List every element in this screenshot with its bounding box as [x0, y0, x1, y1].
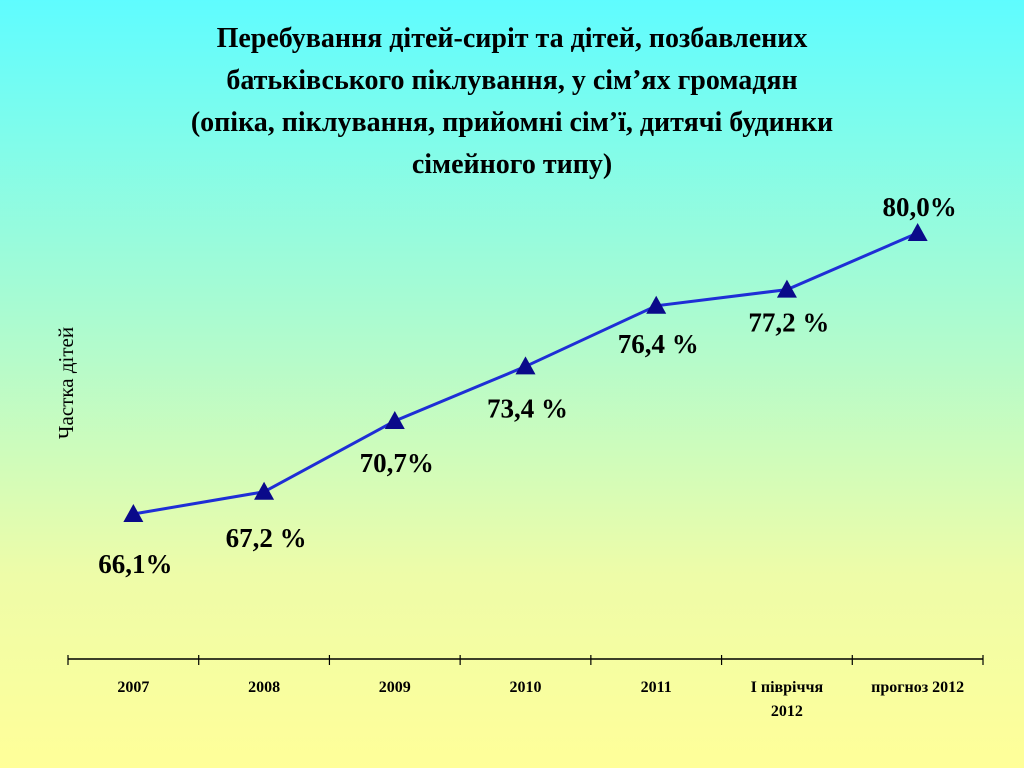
marker [907, 223, 928, 241]
x-tick-label: І півріччя 2012 [750, 679, 824, 720]
value-label: 77,2 % [748, 308, 829, 338]
value-label: 73,4 % [487, 393, 568, 423]
marker [776, 279, 797, 298]
value-label: 76,4 % [618, 329, 699, 359]
marker [515, 356, 536, 375]
marker [646, 295, 667, 314]
x-tick-label: прогноз 2012 [871, 679, 965, 696]
x-tick-label: 2007 [117, 679, 150, 696]
y-axis-title: Частка дітей [54, 327, 78, 439]
value-label: 66,1% [98, 549, 172, 579]
x-tick-label: 2009 [378, 679, 411, 696]
value-label: 67,2 % [226, 523, 307, 553]
value-label: 80,0% [883, 192, 957, 222]
value-label: 70,7% [360, 448, 434, 478]
chart-title: Перебування дітей-сиріт та дітей, позбав… [190, 23, 834, 180]
marker [254, 481, 275, 500]
x-tick-label: 2008 [248, 679, 281, 696]
marker [123, 504, 144, 522]
x-tick-label: 2011 [640, 679, 672, 696]
x-tick-label: 2010 [509, 679, 542, 696]
marker [384, 411, 405, 430]
